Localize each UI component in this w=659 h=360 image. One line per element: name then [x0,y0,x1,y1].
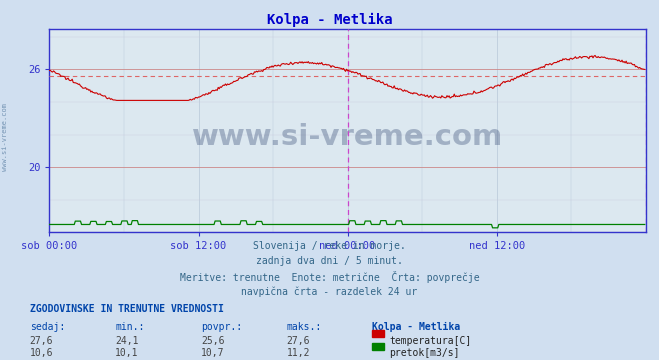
Text: povpr.:: povpr.: [201,322,242,332]
Text: ZGODOVINSKE IN TRENUTNE VREDNOSTI: ZGODOVINSKE IN TRENUTNE VREDNOSTI [30,304,223,314]
Text: navpična črta - razdelek 24 ur: navpična črta - razdelek 24 ur [241,287,418,297]
Text: maks.:: maks.: [287,322,322,332]
Text: temperatura[C]: temperatura[C] [389,336,472,346]
Text: www.si-vreme.com: www.si-vreme.com [2,103,9,171]
Text: 24,1: 24,1 [115,336,139,346]
Text: pretok[m3/s]: pretok[m3/s] [389,348,460,359]
Text: www.si-vreme.com: www.si-vreme.com [192,123,503,150]
Text: 10,7: 10,7 [201,348,225,359]
Text: 27,6: 27,6 [30,336,53,346]
Text: Kolpa - Metlika: Kolpa - Metlika [372,322,461,332]
Text: Slovenija / reke in morje.: Slovenija / reke in morje. [253,241,406,251]
Text: Kolpa - Metlika: Kolpa - Metlika [267,13,392,27]
Text: 11,2: 11,2 [287,348,310,359]
Text: Meritve: trenutne  Enote: metrične  Črta: povprečje: Meritve: trenutne Enote: metrične Črta: … [180,271,479,283]
Text: zadnja dva dni / 5 minut.: zadnja dva dni / 5 minut. [256,256,403,266]
Text: 10,1: 10,1 [115,348,139,359]
Text: 25,6: 25,6 [201,336,225,346]
Text: 27,6: 27,6 [287,336,310,346]
Text: sedaj:: sedaj: [30,322,65,332]
Text: 10,6: 10,6 [30,348,53,359]
Text: min.:: min.: [115,322,145,332]
